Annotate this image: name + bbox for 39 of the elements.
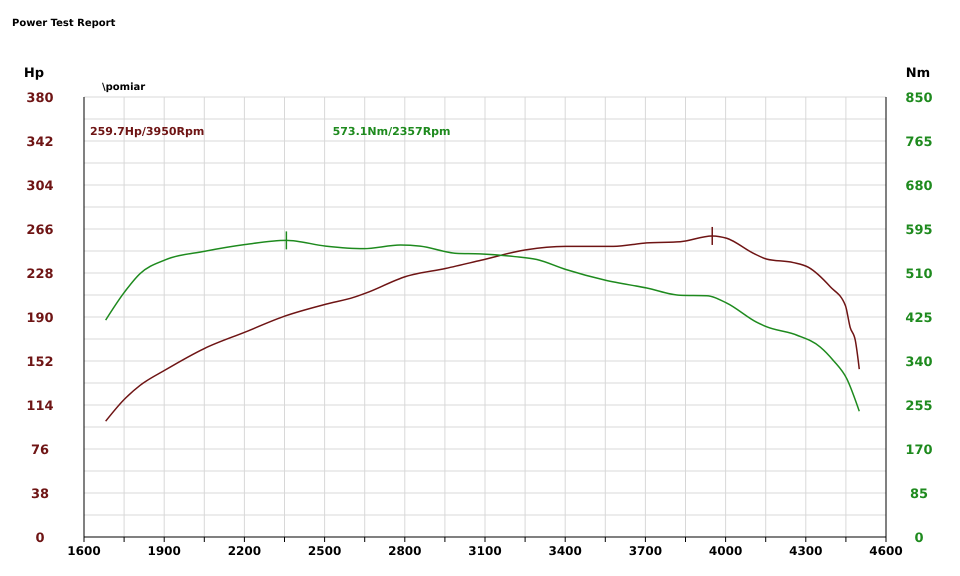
chart-subtitle: \pomiar (102, 82, 146, 93)
y2-tick-label: 0 (914, 531, 924, 546)
y2-tick-label: 340 (905, 355, 933, 370)
y2-tick-label: 595 (905, 223, 933, 238)
y-tick-label: 152 (26, 355, 54, 370)
x-tick-label: 3400 (548, 544, 582, 558)
x-tick-label: 2200 (228, 544, 262, 558)
y2-tick-label: 255 (905, 399, 933, 414)
y2-axis-title: Nm (906, 66, 930, 81)
chart-title: Power Test Report (12, 18, 116, 29)
y-tick-label: 380 (26, 91, 54, 106)
y-tick-label: 114 (26, 399, 54, 414)
x-tick-label: 3700 (628, 544, 662, 558)
y-tick-label: 228 (26, 267, 54, 282)
x-tick-label: 2800 (388, 544, 422, 558)
y2-tick-label: 680 (905, 179, 933, 194)
x-tick-label: 4000 (708, 544, 742, 558)
annotation: 573.1Nm/2357Rpm (332, 125, 451, 138)
y-tick-label: 304 (26, 179, 54, 194)
y-axis-title: Hp (24, 66, 44, 81)
x-tick-label: 4600 (869, 544, 903, 558)
x-tick-label: 2500 (308, 544, 342, 558)
y-tick-label: 76 (30, 443, 50, 458)
y2-tick-label: 425 (905, 311, 933, 326)
y2-tick-label: 510 (905, 267, 933, 282)
annotation: 259.7Hp/3950Rpm (90, 125, 204, 138)
x-tick-label: 1600 (67, 544, 101, 558)
y-tick-label: 342 (26, 135, 54, 150)
y-tick-label: 190 (26, 311, 54, 326)
x-tick-label: 1900 (147, 544, 181, 558)
y2-tick-label: 85 (910, 487, 928, 502)
x-tick-label: 4300 (789, 544, 823, 558)
y-tick-label: 266 (26, 223, 54, 238)
y2-tick-label: 850 (905, 91, 933, 106)
x-tick-label: 3100 (468, 544, 502, 558)
y-tick-label: 0 (35, 531, 45, 546)
y2-tick-label: 170 (905, 443, 933, 458)
y-tick-label: 38 (30, 487, 50, 502)
y2-tick-label: 765 (905, 135, 933, 150)
